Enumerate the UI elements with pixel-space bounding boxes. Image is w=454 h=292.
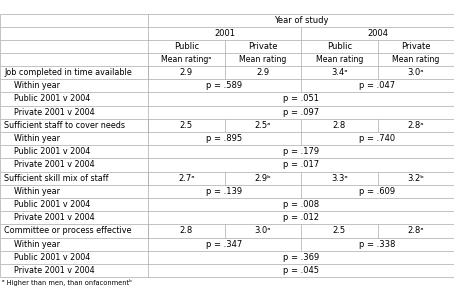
Text: p = .045: p = .045 (283, 266, 319, 275)
Text: Public 2001 v 2004: Public 2001 v 2004 (14, 147, 90, 156)
Text: 2.8: 2.8 (180, 227, 193, 236)
Text: 2.7ᵃ: 2.7ᵃ (178, 174, 195, 183)
Text: 2.9: 2.9 (256, 68, 269, 77)
Text: Mean rating: Mean rating (392, 55, 439, 64)
Text: p = .012: p = .012 (283, 213, 319, 222)
Text: Sufficient staff to cover needs: Sufficient staff to cover needs (4, 121, 125, 130)
Text: p = .047: p = .047 (360, 81, 395, 90)
Text: Within year: Within year (14, 187, 60, 196)
Text: Job completed in time available: Job completed in time available (4, 68, 132, 77)
Text: 3.4ᵃ: 3.4ᵃ (331, 68, 348, 77)
Text: 3.0ᵃ: 3.0ᵃ (407, 68, 424, 77)
Text: p = .589: p = .589 (207, 81, 242, 90)
Text: Mean ratingᵃ: Mean ratingᵃ (161, 55, 212, 64)
Text: p = .740: p = .740 (360, 134, 395, 143)
Text: 3.0ᵃ: 3.0ᵃ (254, 227, 271, 236)
Text: Private 2001 v 2004: Private 2001 v 2004 (14, 266, 94, 275)
Text: Private: Private (401, 42, 430, 51)
Text: Private 2001 v 2004: Private 2001 v 2004 (14, 108, 94, 117)
Text: Within year: Within year (14, 81, 60, 90)
Text: 2.9ᵇ: 2.9ᵇ (254, 174, 271, 183)
Text: p = .017: p = .017 (283, 161, 319, 169)
Text: Mean rating: Mean rating (239, 55, 286, 64)
Text: p = .895: p = .895 (207, 134, 242, 143)
Text: Committee or process effective: Committee or process effective (4, 227, 132, 236)
Text: Private 2001 v 2004: Private 2001 v 2004 (14, 213, 94, 222)
Text: 2001: 2001 (214, 29, 235, 38)
Text: 2.8ᵃ: 2.8ᵃ (407, 121, 424, 130)
Text: 2.8: 2.8 (333, 121, 346, 130)
Text: Public: Public (327, 42, 352, 51)
Text: Private: Private (248, 42, 277, 51)
Text: Public 2001 v 2004: Public 2001 v 2004 (14, 95, 90, 103)
Text: Public 2001 v 2004: Public 2001 v 2004 (14, 253, 90, 262)
Text: 2.5: 2.5 (180, 121, 193, 130)
Text: p = .179: p = .179 (283, 147, 319, 156)
Text: 2.8ᵃ: 2.8ᵃ (407, 227, 424, 236)
Text: 3.3ᵃ: 3.3ᵃ (331, 174, 348, 183)
Text: Private 2001 v 2004: Private 2001 v 2004 (14, 161, 94, 169)
Text: ᵃ Higher than men, than onfaconmentᵇ: ᵃ Higher than men, than onfaconmentᵇ (2, 279, 132, 286)
Text: p = .051: p = .051 (283, 95, 319, 103)
Text: 2004: 2004 (367, 29, 388, 38)
Text: p = .097: p = .097 (283, 108, 319, 117)
Text: Public 2001 v 2004: Public 2001 v 2004 (14, 200, 90, 209)
Text: 3.2ᵇ: 3.2ᵇ (407, 174, 424, 183)
Text: Year of study: Year of study (274, 16, 328, 25)
Text: Within year: Within year (14, 134, 60, 143)
Text: p = .338: p = .338 (359, 240, 396, 249)
Text: p = .139: p = .139 (207, 187, 242, 196)
Text: Public: Public (174, 42, 199, 51)
Text: 2.5ᵃ: 2.5ᵃ (255, 121, 271, 130)
Text: Within year: Within year (14, 240, 60, 249)
Text: p = .347: p = .347 (207, 240, 242, 249)
Text: 2.5: 2.5 (333, 227, 346, 236)
Text: p = .609: p = .609 (360, 187, 395, 196)
Text: 2.9: 2.9 (180, 68, 193, 77)
Text: Sufficient skill mix of staff: Sufficient skill mix of staff (4, 174, 109, 183)
Text: Mean rating: Mean rating (316, 55, 363, 64)
Text: p = .008: p = .008 (283, 200, 319, 209)
Text: p = .369: p = .369 (283, 253, 319, 262)
